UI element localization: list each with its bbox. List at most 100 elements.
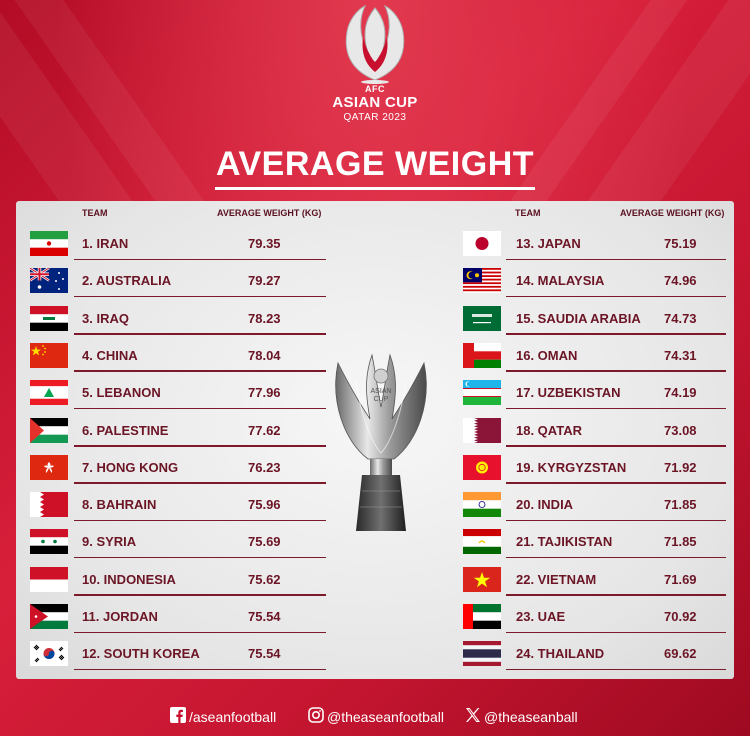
average-weight-value: 77.62 [248, 423, 281, 438]
team-row: 4. CHINA 78.04 [26, 335, 326, 372]
team-row: 21. TAJIKISTAN 71.85 [458, 521, 726, 558]
team-name: 16. OMAN [516, 348, 577, 363]
average-weight-value: 78.23 [248, 311, 281, 326]
average-weight-value: 74.73 [664, 311, 697, 326]
row-divider [74, 669, 326, 671]
vietnam-flag-icon [463, 567, 501, 592]
uae-flag-icon [463, 604, 501, 629]
average-weight-value: 69.62 [664, 646, 697, 661]
page-title: AVERAGE WEIGHT [0, 145, 750, 184]
thailand-flag-icon [463, 641, 501, 666]
team-name: 8. BAHRAIN [82, 497, 156, 512]
team-name: 7. HONG KONG [82, 460, 178, 475]
team-name: 23. UAE [516, 609, 565, 624]
india-flag-icon [463, 492, 501, 517]
trophy-text-line2: CUP [374, 396, 389, 403]
south-korea-flag-icon [30, 641, 68, 666]
team-row: 12. SOUTH KOREA 75.54 [26, 633, 326, 670]
indonesia-flag-icon [30, 567, 68, 592]
average-weight-header: AVERAGE WEIGHT (KG) [620, 208, 724, 218]
saudi-arabia-flag-icon [463, 306, 501, 331]
team-row: 10. INDONESIA 75.62 [26, 559, 326, 596]
bahrain-flag-icon [30, 492, 68, 517]
team-row: 24. THAILAND 69.62 [458, 633, 726, 670]
logo-asian-cup-text: ASIAN CUP [325, 94, 425, 111]
weights-panel: TEAM AVERAGE WEIGHT (KG) 1. IRAN 79.35 2. … [16, 201, 734, 679]
instagram-icon [308, 707, 324, 726]
tajikistan-flag-icon [463, 529, 501, 554]
row-divider [506, 669, 726, 671]
trophy-text-line1: ASIAN [370, 388, 391, 395]
footer: /aseanfootball @theaseanfootball @thease… [0, 703, 750, 729]
average-weight-value: 71.85 [664, 534, 697, 549]
average-weight-header: AVERAGE WEIGHT (KG) [217, 208, 321, 218]
x-icon [465, 707, 481, 726]
team-row: 17. UZBEKISTAN 74.19 [458, 372, 726, 409]
average-weight-value: 75.54 [248, 609, 281, 624]
team-row: 7. HONG KONG 76.23 [26, 447, 326, 484]
team-name: 14. MALAYSIA [516, 273, 604, 288]
syria-flag-icon [30, 529, 68, 554]
team-row: 20. INDIA 71.85 [458, 484, 726, 521]
average-weight-value: 77.96 [248, 385, 281, 400]
team-row: 8. BAHRAIN 75.96 [26, 484, 326, 521]
team-name: 18. QATAR [516, 423, 582, 438]
average-weight-value: 71.92 [664, 460, 697, 475]
team-name: 17. UZBEKISTAN [516, 385, 621, 400]
team-row: 9. SYRIA 75.69 [26, 521, 326, 558]
team-row: 5. LEBANON 77.96 [26, 372, 326, 409]
kyrgyzstan-flag-icon [463, 455, 501, 480]
team-row: 16. OMAN 74.31 [458, 335, 726, 372]
palestine-flag-icon [30, 418, 68, 443]
lebanon-flag-icon [30, 380, 68, 405]
title-underline [215, 187, 535, 190]
team-row: 3. IRAQ 78.23 [26, 298, 326, 335]
uzbekistan-flag-icon [463, 380, 501, 405]
team-name: 9. SYRIA [82, 534, 136, 549]
facebook-icon [170, 707, 186, 726]
team-row: 2. AUSTRALIA 79.27 [26, 260, 326, 297]
team-row: 23. UAE 70.92 [458, 596, 726, 633]
average-weight-value: 79.27 [248, 273, 281, 288]
average-weight-value: 75.54 [248, 646, 281, 661]
malaysia-flag-icon [463, 268, 501, 293]
team-name: 21. TAJIKISTAN [516, 534, 612, 549]
average-weight-value: 79.35 [248, 236, 281, 251]
facebook-handle[interactable]: /aseanfootball [170, 707, 276, 726]
instagram-handle-text: @theaseanfootball [327, 709, 444, 725]
team-name: 19. KYRGYZSTAN [516, 460, 626, 475]
team-name: 24. THAILAND [516, 646, 604, 661]
team-row: 11. JORDAN 75.54 [26, 596, 326, 633]
team-row: 14. MALAYSIA 74.96 [458, 260, 726, 297]
logo-afc-text: AFC [325, 84, 425, 94]
team-name: 22. VIETNAM [516, 572, 596, 587]
asian-cup-trophy-icon: ASIAN CUP [326, 341, 436, 536]
team-name: 12. SOUTH KOREA [82, 646, 200, 661]
team-name: 3. IRAQ [82, 311, 129, 326]
jordan-flag-icon [30, 604, 68, 629]
australia-flag-icon [30, 268, 68, 293]
hong-kong-flag-icon [30, 455, 68, 480]
average-weight-value: 73.08 [664, 423, 697, 438]
afc-asian-cup-logo: AFC ASIAN CUP QATAR 2023 [325, 2, 425, 134]
team-header: TEAM [515, 208, 541, 218]
iran-flag-icon [30, 231, 68, 256]
china-flag-icon [30, 343, 68, 368]
instagram-handle[interactable]: @theaseanfootball [308, 707, 444, 726]
team-header: TEAM [82, 208, 108, 218]
team-row: 18. QATAR 73.08 [458, 410, 726, 447]
x-handle[interactable]: @theaseanball [465, 707, 578, 726]
average-weight-value: 71.69 [664, 572, 697, 587]
team-name: 5. LEBANON [82, 385, 161, 400]
team-row: 22. VIETNAM 71.69 [458, 559, 726, 596]
team-name: 13. JAPAN [516, 236, 581, 251]
x-handle-text: @theaseanball [484, 709, 578, 725]
team-name: 1. IRAN [82, 236, 128, 251]
iraq-flag-icon [30, 306, 68, 331]
team-name: 15. SAUDIA ARABIA [516, 311, 641, 326]
average-weight-value: 75.19 [664, 236, 697, 251]
team-name: 6. PALESTINE [82, 423, 168, 438]
oman-flag-icon [463, 343, 501, 368]
team-name: 20. INDIA [516, 497, 573, 512]
team-row: 1. IRAN 79.35 [26, 223, 326, 260]
